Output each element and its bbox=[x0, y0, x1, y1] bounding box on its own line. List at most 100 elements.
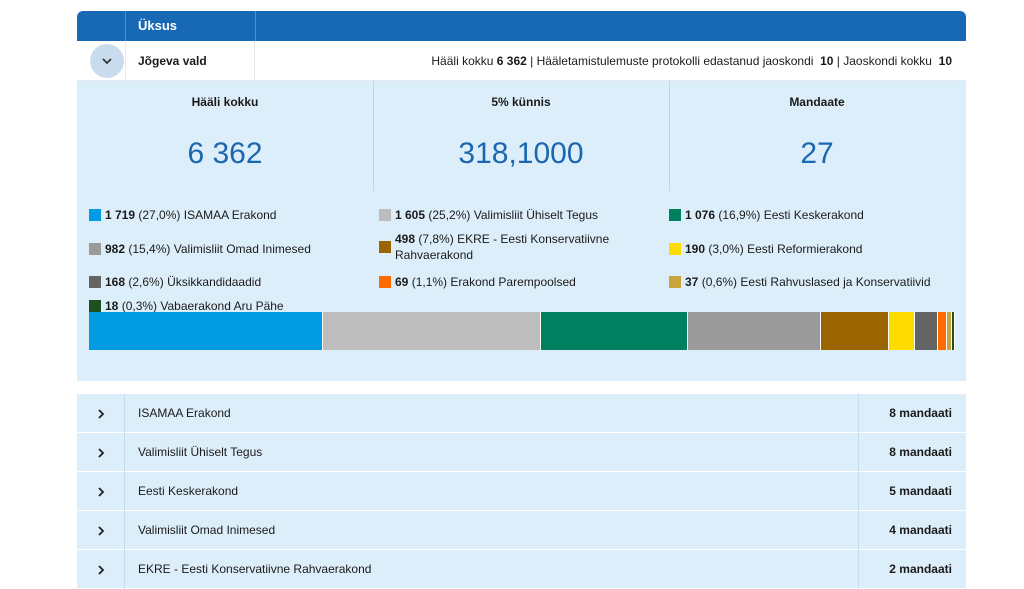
legend-pct: (27,0%) bbox=[138, 208, 181, 222]
legend-votes: 1 719 bbox=[105, 208, 136, 222]
party-name: Valimisliit Ühiselt Tegus bbox=[138, 445, 263, 459]
legend-item: 1 076 (16,9%) Eesti Keskerakond bbox=[669, 207, 959, 223]
legend-pct: (16,9%) bbox=[718, 208, 761, 222]
legend-pct: (25,2%) bbox=[428, 208, 471, 222]
legend-votes: 190 bbox=[685, 242, 706, 256]
legend-swatch bbox=[669, 243, 681, 255]
vote-share-segment bbox=[323, 312, 542, 350]
vote-share-segment bbox=[952, 312, 955, 350]
legend-item: 498 (7,8%) EKRE - Eesti Konservatiivne R… bbox=[379, 231, 639, 263]
party-seats: 8 mandaati bbox=[858, 433, 966, 472]
stat-label: Hääli kokku bbox=[191, 95, 259, 109]
legend-swatch bbox=[379, 241, 391, 253]
unit-name: Jõgeva vald bbox=[125, 41, 255, 81]
party-row[interactable]: EKRE - Eesti Konservatiivne Rahvaerakond… bbox=[77, 550, 966, 589]
vote-share-segment bbox=[821, 312, 890, 350]
table-header: Üksus bbox=[77, 11, 966, 41]
expand-button[interactable] bbox=[77, 472, 125, 511]
collapse-button[interactable] bbox=[90, 44, 124, 78]
vote-share-segment bbox=[937, 312, 948, 350]
party-seats: 5 mandaati bbox=[858, 472, 966, 511]
vote-share-segment bbox=[915, 312, 938, 350]
legend-name: Eesti Reformierakond bbox=[747, 242, 863, 256]
legend-pct: (7,8%) bbox=[418, 232, 454, 246]
vote-share-segment bbox=[947, 312, 953, 350]
legend-pct: (3,0%) bbox=[708, 242, 744, 256]
chevron-right-icon bbox=[97, 447, 104, 458]
party-name: Eesti Keskerakond bbox=[138, 484, 239, 498]
party-row[interactable]: Valimisliit Omad Inimesed 4 mandaati bbox=[77, 511, 966, 550]
stat-label: 5% künnis bbox=[491, 95, 551, 109]
legend-item: 168 (2,6%) Üksikkandidaadid bbox=[89, 274, 369, 290]
expand-button[interactable] bbox=[77, 511, 125, 550]
legend-item: 1 719 (27,0%) ISAMAA Erakond bbox=[89, 207, 369, 223]
expand-button[interactable] bbox=[77, 394, 125, 433]
expand-button[interactable] bbox=[77, 433, 125, 472]
unit-row[interactable]: Jõgeva vald Hääli kokku 6 362 | Hääletam… bbox=[77, 41, 966, 81]
legend-item: 1 605 (25,2%) Valimisliit Ühiselt Tegus bbox=[379, 207, 659, 223]
legend-item: 982 (15,4%) Valimisliit Omad Inimesed bbox=[89, 241, 369, 257]
legend-pct: (15,4%) bbox=[128, 242, 171, 256]
party-row[interactable]: Valimisliit Ühiselt Tegus 8 mandaati bbox=[77, 433, 966, 472]
stat-value: 27 bbox=[800, 137, 834, 170]
vote-share-segment bbox=[889, 312, 916, 350]
legend-votes: 37 bbox=[685, 275, 699, 289]
legend-name: ISAMAA Erakond bbox=[183, 208, 277, 222]
legend-item: 190 (3,0%) Eesti Reformierakond bbox=[669, 241, 959, 257]
party-name: ISAMAA Erakond bbox=[138, 406, 231, 420]
summary-votes-label: Hääli kokku bbox=[431, 54, 494, 68]
results-table: Üksus Jõgeva vald Hääli kokku 6 362 | Hä… bbox=[77, 11, 966, 589]
legend-swatch bbox=[89, 300, 101, 312]
legend-swatch bbox=[379, 209, 391, 221]
legend-pct: (2,6%) bbox=[128, 275, 164, 289]
chevron-right-icon bbox=[97, 408, 104, 419]
vote-share-bar bbox=[89, 312, 955, 350]
legend-name: Erakond Parempoolsed bbox=[450, 275, 576, 289]
column-header-unit: Üksus bbox=[125, 11, 255, 41]
legend-swatch bbox=[89, 209, 101, 221]
legend-swatch bbox=[89, 243, 101, 255]
party-seats: 4 mandaati bbox=[858, 511, 966, 550]
legend-name: EKRE - Eesti Konservatiivne Rahvaerakond bbox=[395, 232, 610, 262]
legend-name: Valimisliit Omad Inimesed bbox=[173, 242, 311, 256]
chevron-right-icon bbox=[97, 486, 104, 497]
legend-pct: (0,6%) bbox=[701, 275, 738, 289]
legend-swatch bbox=[379, 276, 391, 288]
legend-votes: 18 bbox=[105, 299, 119, 313]
party-seats: 8 mandaati bbox=[858, 394, 966, 433]
legend-swatch bbox=[669, 276, 681, 288]
legend-votes: 168 bbox=[105, 275, 126, 289]
legend-votes: 498 bbox=[395, 232, 416, 246]
legend-pct: (1,1%) bbox=[411, 275, 448, 289]
legend-swatch bbox=[669, 209, 681, 221]
legend-votes: 1 605 bbox=[395, 208, 426, 222]
vote-share-segment bbox=[687, 312, 822, 350]
summary-districts-label: Jaoskondi kokku bbox=[843, 54, 932, 68]
vote-share-segment bbox=[89, 312, 324, 350]
stat-label: Mandaate bbox=[789, 95, 845, 109]
summary-districts-value: 10 bbox=[938, 54, 952, 68]
party-row[interactable]: Eesti Keskerakond 5 mandaati bbox=[77, 472, 966, 511]
legend-votes: 1 076 bbox=[685, 208, 716, 222]
summary-votes-value: 6 362 bbox=[496, 54, 527, 68]
legend-name: Üksikkandidaadid bbox=[167, 275, 262, 289]
header-divider bbox=[255, 11, 256, 41]
party-list: ISAMAA Erakond 8 mandaati Valimisliit Üh… bbox=[77, 394, 966, 589]
expand-button[interactable] bbox=[77, 550, 125, 589]
stat-seats: Mandaate 27 bbox=[669, 81, 965, 191]
legend-name: Vabaerakond Aru Pähe bbox=[160, 299, 284, 313]
legend-votes: 982 bbox=[105, 242, 126, 256]
summary-protocols-value: 10 bbox=[820, 54, 834, 68]
legend-votes: 69 bbox=[395, 275, 409, 289]
party-row[interactable]: ISAMAA Erakond 8 mandaati bbox=[77, 394, 966, 433]
stat-value: 6 362 bbox=[187, 137, 263, 170]
legend-item: 69 (1,1%) Erakond Parempoolsed bbox=[379, 274, 659, 290]
legend-swatch bbox=[89, 276, 101, 288]
summary-protocols-label: Hääletamistulemuste protokolli edastanud… bbox=[536, 54, 814, 68]
stat-divider bbox=[669, 81, 670, 191]
legend-item: 18 (0,3%) Vabaerakond Aru Pähe bbox=[89, 298, 369, 314]
unit-detail-panel: Hääli kokku 6 362 5% künnis 318,1000 Man… bbox=[77, 81, 966, 381]
stat-total-votes: Hääli kokku 6 362 bbox=[77, 81, 373, 191]
party-name: EKRE - Eesti Konservatiivne Rahvaerakond bbox=[138, 562, 372, 576]
party-name: Valimisliit Omad Inimesed bbox=[138, 523, 276, 537]
